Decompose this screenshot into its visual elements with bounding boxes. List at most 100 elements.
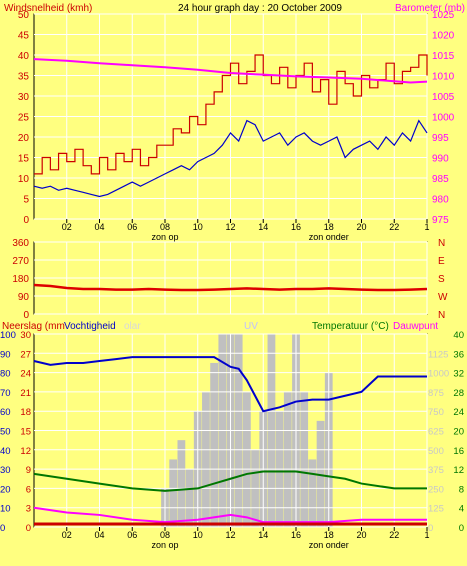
barometer-tick-label: 975 [432,215,449,226]
temperature-tick-label: 40 [453,330,464,341]
solar-tick-label: 1000 [428,369,449,380]
wind-x-axis: 02 04 06 08 10 12 14 16 18 20 22 1 [62,219,430,232]
solar-bar [177,440,186,527]
wind-left-axis: 0 5 10 15 20 25 30 35 40 45 50 [18,10,30,226]
dewpoint-line [33,506,427,524]
uv-label: UV [244,321,258,332]
wind-x-tick-label: 10 [193,222,203,232]
wind-left-tick-label: 25 [18,113,30,124]
humidity-tick-label: 10 [0,504,11,515]
solar-tick-label: 1125 [428,349,448,360]
humidity-tick-label: 60 [0,407,11,418]
temperature-tick-label: 4 [459,504,464,515]
rain-tick-label: 24 [20,369,31,380]
rain-tick-label: 3 [26,504,31,515]
climate-annotations: zon op zon onder [151,540,348,550]
barometer-tick-label: 1000 [432,113,455,124]
barometer-tick-label: 1005 [432,92,455,103]
compass-label: N [438,310,445,321]
solar-label: olar [124,321,141,332]
rain-label: Neerslag (mm [2,321,65,332]
climate-x-tick-label: 22 [389,530,399,540]
temperature-tick-label: 24 [453,407,464,418]
climate-x-tick-label: 18 [324,530,334,540]
solar-tick-label: 750 [428,407,444,418]
wind-left-tick-label: 50 [18,10,30,21]
humidity-tick-label: 100 [0,330,16,341]
barometer-tick-label: 1020 [432,31,455,42]
solar-tick-label: 625 [428,427,444,438]
direction-left-axis: 0 90 180 270 360 [12,238,29,321]
climate-series [33,356,427,526]
temperature-tick-label: 36 [453,349,464,360]
dewpoint-label: Dauwpunt [393,321,438,332]
temperature-tick-label: 28 [453,388,464,399]
solar-bar [202,391,210,527]
climate-x-tick-label: 02 [62,530,72,540]
humidity-tick-label: 80 [0,369,11,380]
climate-x-tick-label: 20 [356,530,366,540]
wind-sun-annotation: zon onder [309,232,349,242]
header-center-title: 24 hour graph day : 20 October 2009 [178,3,342,14]
windavg-line [33,119,428,198]
direction-tick-label: 270 [12,256,29,267]
wind-sun-annotation: zon op [151,232,178,242]
rain-humidity-temp-chart: 0102030405060708090100036912151821242730… [0,330,464,550]
wind-left-tick-label: 5 [23,195,29,206]
wind-x-tick-label: 16 [291,222,301,232]
compass-label: N [438,238,445,249]
solar-bar [308,459,317,527]
compass-label: S [438,274,445,285]
wind-left-tick-label: 35 [18,72,30,83]
solar-tick-label: 125 [428,504,444,515]
wind-x-tick-label: 08 [160,222,170,232]
climate-sun-annotation: zon onder [309,540,349,550]
humidity-tick-label: 50 [0,427,11,438]
direction-tick-label: 90 [18,292,30,303]
wind-left-tick-label: 30 [18,92,30,103]
solar-bar [185,469,194,527]
climate-x-tick-label: 06 [127,530,137,540]
wind-left-tick-label: 15 [18,154,30,165]
compass-label: E [438,256,445,267]
humidity-tick-label: 40 [0,446,11,457]
wind-x-tick-label: 14 [258,222,268,232]
temperature-tick-label: 12 [453,465,464,476]
winddir-line [33,283,428,292]
wind-left-tick-label: 40 [18,51,30,62]
rain-tick-label: 6 [26,484,31,495]
wind-x-tick-label: 06 [127,222,137,232]
humidity-tick-label: 70 [0,388,11,399]
solar-bar [169,459,178,527]
header-left-title: Windsnelheid (kmh) [4,3,92,14]
solar-bar [300,391,309,527]
temperature-label: Temperatuur (°C) [312,321,389,332]
direction-tick-label: 180 [12,274,29,285]
rain-tick-label: 18 [20,407,31,418]
rain-tick-label: 9 [26,465,31,476]
humidity-tick-label: 20 [0,484,11,495]
temperature-tick-label: 8 [459,484,464,495]
humidity-tick-label: 30 [0,465,11,476]
rain-tick-label: 30 [20,330,31,341]
direction-tick-label: 0 [23,310,29,321]
barometer-right-axis: 975 980 985 990 995 1000 1005 1010 1015 1020 1025 [432,10,455,226]
temperature-tick-label: 20 [453,427,464,438]
barometer-tick-label: 1010 [432,72,455,83]
climate-x-tick-label: 08 [160,530,170,540]
solar-tick-label: 375 [428,465,444,476]
rain-tick-label: 0 [26,523,31,534]
barometer-tick-label: 1015 [432,51,455,62]
wind-x-tick-label: 22 [389,222,399,232]
rain-tick-label: 15 [20,427,31,438]
wind-left-tick-label: 10 [18,174,30,185]
rain-tick-label: 27 [20,349,31,360]
wind-x-tick-label: 02 [62,222,72,232]
rain-tick-label: 12 [20,446,31,457]
barometer-line [33,58,428,84]
wind-x-tick-label: 12 [225,222,235,232]
